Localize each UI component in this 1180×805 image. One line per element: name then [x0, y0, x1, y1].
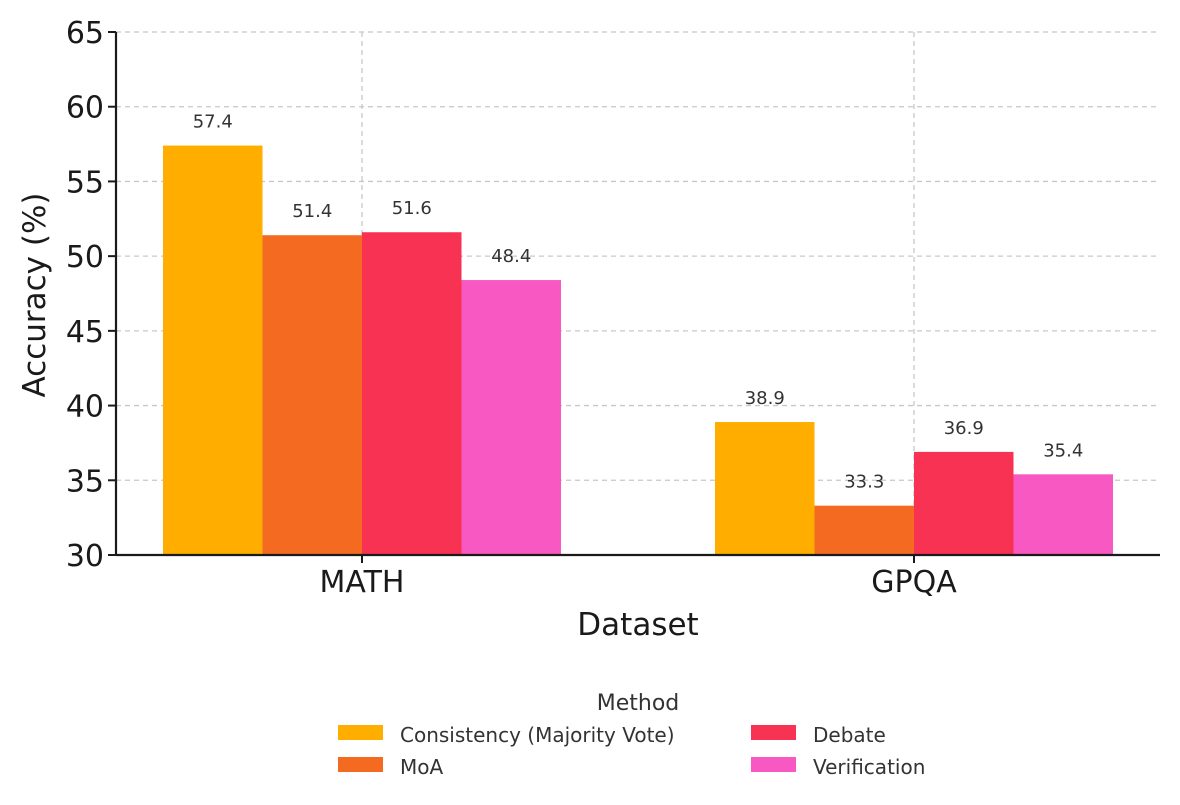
legend-title: Method — [597, 691, 680, 716]
data-label-gpqa-verification: 35.4 — [1043, 440, 1083, 461]
axes: 30 35 40 45 50 55 60 65 MATH GPQA — [66, 16, 1160, 600]
data-label-math-moa: 51.4 — [292, 201, 332, 222]
y-tick-label: 45 — [66, 315, 104, 350]
legend-label-debate: Debate — [813, 723, 886, 747]
bar-gpqa-consistency-majority-vote — [715, 422, 815, 555]
bar-math-moa — [262, 235, 362, 556]
bar-gpqa-moa — [814, 505, 914, 555]
bar-gpqa-verification — [1013, 474, 1113, 555]
y-tick-label: 65 — [66, 16, 104, 51]
x-tick-label-gpqa: GPQA — [871, 565, 957, 600]
data-labels: 57.4 51.4 51.6 48.4 38.9 33.3 36.9 35.4 — [193, 112, 1084, 493]
bar-math-debate — [362, 232, 462, 555]
legend-swatch-debate — [751, 725, 796, 740]
y-tick-label: 30 — [66, 539, 104, 574]
legend-label-verification: Verification — [813, 755, 925, 779]
data-label-gpqa-consistency-majority-vote: 38.9 — [745, 388, 785, 409]
legend: Method Consistency (Majority Vote) MoA Deb… — [338, 691, 925, 779]
data-label-math-verification: 48.4 — [491, 246, 531, 267]
legend-swatch-consistency-majority-vote — [338, 725, 383, 740]
y-tick-label: 35 — [66, 464, 104, 499]
y-tick-label: 50 — [66, 240, 104, 275]
data-label-gpqa-moa: 33.3 — [844, 472, 884, 493]
y-axis-title: Accuracy (%) — [17, 192, 53, 397]
bar-math-consistency-majority-vote — [163, 145, 263, 555]
x-tick-label-math: MATH — [320, 565, 405, 600]
bars — [163, 145, 1113, 556]
data-label-gpqa-debate: 36.9 — [944, 418, 984, 439]
legend-label-consistency-majority-vote: Consistency (Majority Vote) — [400, 723, 675, 747]
y-tick-label: 60 — [66, 91, 104, 126]
legend-swatch-moa — [338, 757, 383, 772]
bar-gpqa-debate — [914, 451, 1014, 555]
x-axis-title: Dataset — [577, 607, 698, 643]
bar-math-verification — [461, 280, 561, 555]
legend-swatch-verification — [751, 757, 796, 772]
legend-label-moa: MoA — [400, 755, 443, 779]
y-tick-label: 55 — [66, 165, 104, 200]
data-label-math-debate: 51.6 — [392, 198, 432, 219]
data-label-math-consistency-majority-vote: 57.4 — [193, 112, 233, 133]
y-tick-label: 40 — [66, 390, 104, 425]
